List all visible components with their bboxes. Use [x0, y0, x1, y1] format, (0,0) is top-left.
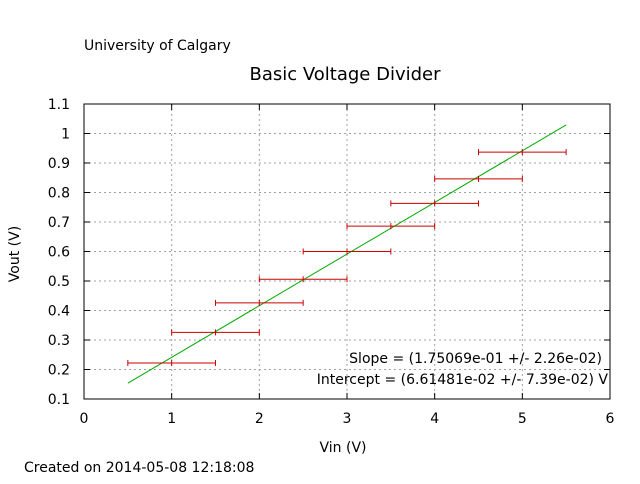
- institution-label: University of Calgary: [84, 38, 231, 54]
- x-axis-label: Vin (V): [320, 440, 367, 456]
- data-point: [215, 299, 304, 306]
- grid-layer: [84, 104, 610, 399]
- y-tick-label: 0.1: [48, 392, 70, 408]
- y-tick-label: 0.7: [48, 215, 70, 231]
- x-tick-label: 1: [167, 411, 176, 427]
- y-tick-label: 0.3: [48, 333, 70, 349]
- x-tick-label: 2: [255, 411, 264, 427]
- x-tick-label: 0: [80, 411, 89, 427]
- y-tick-label: 0.8: [48, 186, 70, 202]
- data-point: [478, 149, 567, 156]
- data-point: [434, 175, 523, 182]
- x-tick-label: 6: [606, 411, 615, 427]
- chart-title: Basic Voltage Divider: [249, 64, 441, 85]
- x-tick-label: 5: [518, 411, 527, 427]
- y-tick-label: 1: [61, 127, 70, 143]
- data-point: [258, 276, 348, 283]
- y-tick-label: 0.4: [48, 304, 70, 320]
- data-point: [171, 329, 260, 336]
- y-tick-label: 0.5: [48, 274, 70, 290]
- x-tick-label: 4: [430, 411, 439, 427]
- intercept-annotation: Intercept = (6.61481e-02 +/- 7.39e-02) V: [317, 372, 609, 388]
- y-tick-label: 0.9: [48, 156, 70, 172]
- slope-annotation: Slope = (1.75069e-01 +/- 2.26e-02): [349, 351, 602, 367]
- tick-layer: 0 1 2 3 4 5 6 0.1 0.2 0.3 0.4 0.5 0.6 0.7 0.8 0.9 1 1.1: [48, 97, 615, 427]
- y-tick-label: 0.6: [48, 245, 70, 261]
- y-tick-label: 0.2: [48, 363, 70, 379]
- data-point: [127, 360, 216, 367]
- y-axis-label: Vout (V): [7, 226, 23, 282]
- points-layer: [127, 149, 567, 367]
- data-point: [302, 248, 392, 255]
- x-tick-label: 3: [343, 411, 352, 427]
- data-point: [390, 200, 479, 207]
- y-tick-label: 1.1: [48, 97, 70, 113]
- data-point: [346, 223, 436, 230]
- created-timestamp: Created on 2014-05-08 12:18:08: [24, 460, 254, 476]
